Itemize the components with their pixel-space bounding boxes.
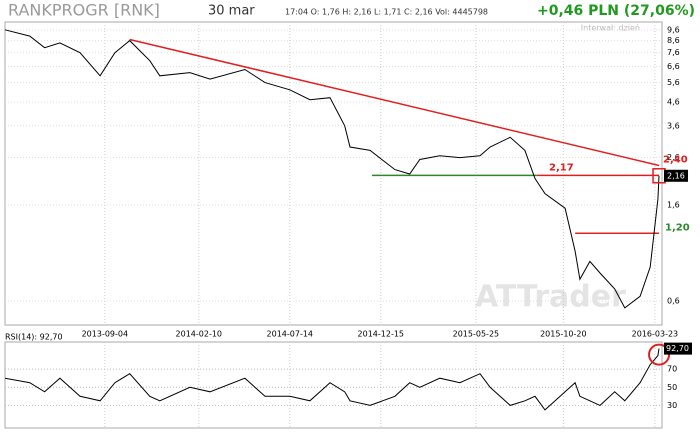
- y-tick-label: 8,6: [667, 36, 680, 45]
- y-tick-label: 6,6: [667, 62, 680, 71]
- rsi-title: RSI(14): 92,70: [5, 333, 63, 342]
- ticker-title: RANKPROGR [RNK]: [8, 1, 160, 20]
- annotation-label: 2,40: [663, 154, 688, 165]
- annotation-label: 1,20: [665, 222, 690, 233]
- rsi-tick-label: 50: [667, 383, 677, 392]
- y-tick-label: 1,6: [667, 201, 680, 210]
- price-panel: [4, 21, 663, 326]
- rsi-tick-label: 70: [667, 365, 677, 374]
- y-tick-label: 3,6: [667, 121, 680, 130]
- price-line: [4, 29, 660, 309]
- rsi-value-tag: [664, 342, 692, 355]
- price-change: +0,46 PLN (27,06%): [537, 3, 695, 19]
- annotation-line: [129, 38, 660, 167]
- y-tick-label: 2,6: [667, 153, 680, 162]
- rsi-line: [4, 348, 660, 411]
- y-tick-label: 0,6: [667, 297, 680, 306]
- rsi-tick-label: 30: [667, 401, 677, 410]
- y-tick-label: 9,6: [667, 25, 680, 34]
- y-tick-label: 4,6: [667, 97, 680, 106]
- interval: Interwał: dzień: [581, 24, 640, 33]
- x-tick-label: 2014-07-14: [267, 330, 314, 339]
- x-tick-label: 2013-09-04: [82, 330, 129, 339]
- y-tick-label: 7,6: [667, 48, 680, 57]
- x-tick-label: 2016-03-23: [632, 330, 679, 339]
- rsi-value-label: 92,70: [666, 344, 689, 353]
- last-price-label: 2,16: [667, 171, 685, 180]
- rsi-panel: [4, 341, 663, 429]
- x-tick-label: 2014-02-10: [176, 330, 223, 339]
- last-price-tag: [664, 169, 688, 182]
- y-tick-label: 5,6: [667, 78, 680, 87]
- ohlc-info: 17:04 O: 1,76 H: 2,16 L: 1,71 C: 2,16 Vo…: [285, 8, 488, 17]
- x-tick-label: 2015-10-20: [540, 330, 587, 339]
- x-tick-label: 2014-12-15: [358, 330, 405, 339]
- annotation-label: 2,17: [549, 162, 574, 173]
- session-date: 30 mar: [208, 4, 255, 19]
- x-tick-label: 2015-05-25: [453, 330, 500, 339]
- watermark: ATTrader: [475, 280, 626, 315]
